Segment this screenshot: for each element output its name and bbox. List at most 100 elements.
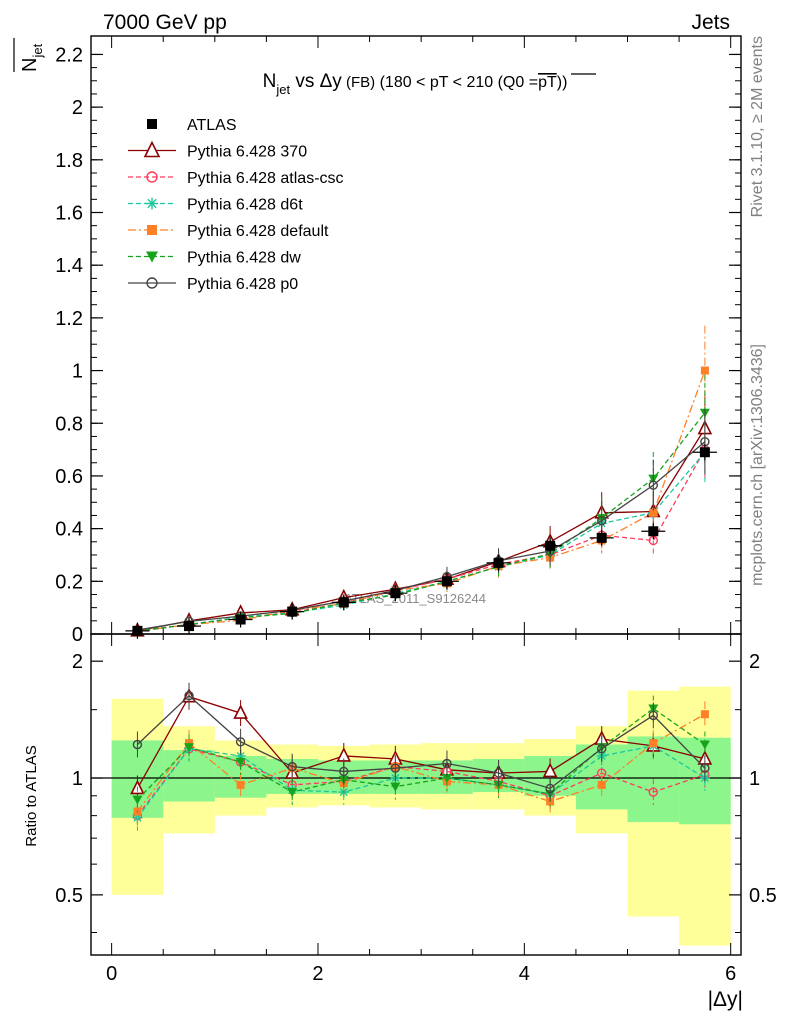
ratio-y-tick-label-right: 1 — [749, 768, 760, 790]
point-atlas — [338, 597, 349, 608]
ratio-point-p0 — [390, 763, 401, 773]
point-atlas — [699, 447, 710, 458]
ratio-point-default — [700, 710, 709, 719]
point-atlas — [235, 614, 246, 625]
ratio-point-dw — [184, 743, 195, 753]
legend-entry-atlas: ATLAS — [147, 117, 237, 134]
ratio-point-dw — [699, 740, 710, 750]
point-default — [700, 366, 709, 375]
rivet-version-label: Rivet 3.1.10, ≥ 2M events — [749, 36, 766, 217]
legend-marker-atlas_csc — [146, 171, 158, 183]
main-y-tick-label: 0.4 — [55, 519, 83, 541]
ratio-point-p0 — [184, 690, 194, 701]
main-plot-area: 0 0.2 0.4 0.6 0.8 1 1.2 1.4 1.6 1.8 2 2.2 ATLAS Pythi… — [55, 35, 742, 646]
point-atlas — [184, 621, 195, 632]
header-energy-label: 7000 GeV pp — [103, 11, 227, 34]
ratio-point-atlas_csc — [648, 787, 659, 797]
ratio-point-dw — [441, 774, 452, 784]
ratio-point-p0 — [648, 710, 659, 721]
point-atlas — [132, 625, 143, 636]
legend-label-p370: Pythia 6.428 370 — [187, 144, 307, 161]
ratio-point-p0 — [597, 744, 607, 754]
legend-entry-p370: Pythia 6.428 370 — [128, 140, 307, 161]
main-y-tick-label: 0.6 — [55, 466, 83, 488]
legend-entry-p0: Pythia 6.428 p0 — [128, 276, 298, 293]
point-atlas — [648, 526, 659, 537]
ratio-line-d6t — [136, 745, 706, 819]
series-line-p0 — [137, 441, 706, 631]
point-atlas — [545, 540, 556, 551]
main-y-tick-label: 0 — [72, 624, 83, 646]
svg-text:Njet: Njet — [19, 43, 45, 72]
x-tick-label: 4 — [519, 963, 530, 985]
header-jets-label: Jets — [691, 11, 730, 34]
ratio-plot-frame — [90, 633, 742, 956]
legend-label-atlas: ATLAS — [187, 117, 237, 134]
ratio-point-p370 — [233, 704, 248, 719]
point-default — [649, 508, 658, 517]
ratio-point-p0 — [132, 739, 143, 750]
ratio-point-p0 — [700, 763, 710, 773]
x-axis-label: |Δy| — [708, 988, 743, 1011]
point-atlas — [287, 606, 298, 617]
x-tick-label: 0 — [106, 963, 117, 985]
legend-label-p0: Pythia 6.428 p0 — [187, 276, 298, 293]
x-tick-label: 6 — [725, 963, 736, 985]
legend-entry-default: Pythia 6.428 default — [128, 223, 329, 240]
main-y-tick-label: 1.8 — [55, 150, 83, 172]
point-p0 — [597, 516, 607, 526]
main-y-tick-label: 2 — [72, 97, 83, 119]
legend-marker-d6t — [146, 197, 158, 210]
series-line-d6t — [137, 451, 706, 633]
legend-marker-atlas — [147, 119, 157, 129]
legend-entry-d6t: Pythia 6.428 d6t — [128, 197, 303, 214]
point-atlas — [441, 576, 452, 587]
legend-entry-atlas_csc: Pythia 6.428 atlas-csc — [128, 170, 344, 187]
ratio-point-p0 — [493, 768, 504, 778]
ratio-line-p0 — [136, 694, 706, 790]
main-y-tick-label: 0.8 — [55, 413, 83, 435]
ratio-y-axis-label: Ratio to ATLAS — [23, 745, 40, 846]
ratio-point-dw — [390, 782, 401, 792]
main-y-tick-label: 0.2 — [55, 571, 83, 593]
ratio-line-atlas_csc — [136, 747, 706, 817]
ratio-point-dw — [235, 757, 246, 767]
legend-marker-p370 — [143, 140, 161, 158]
ratio-y-tick-label: 2 — [72, 651, 83, 673]
ratio-y-tick-label: 1 — [72, 768, 83, 790]
main-y-tick-label: 2.2 — [55, 44, 83, 66]
legend-marker-default — [147, 225, 157, 235]
ratio-line-dw — [136, 707, 706, 801]
main-plot-title: Njet vs Δy (FB) (180 < pT < 210 (Q0 =pT)… — [263, 71, 568, 97]
ratio-point-default — [649, 739, 658, 748]
mcplots-source-label: mcplots.cern.ch [arXiv:1306.3436] — [749, 344, 766, 586]
ratio-point-p0 — [287, 761, 297, 772]
legend-label-dw: Pythia 6.428 dw — [187, 250, 301, 267]
ratio-point-dw — [132, 795, 143, 805]
point-p0 — [648, 480, 659, 490]
ratio-point-p0 — [442, 758, 452, 769]
legend-label-d6t: Pythia 6.428 d6t — [187, 197, 303, 214]
point-atlas — [390, 588, 401, 599]
ratio-plot-area: 0.5 0.5 1 1 2 2 0 2 4 6 — [55, 633, 777, 985]
legend-entry-dw: Pythia 6.428 dw — [128, 250, 301, 267]
series-line-default — [137, 370, 706, 633]
main-y-tick-label: 1.2 — [55, 308, 83, 330]
legend-label-default: Pythia 6.428 default — [187, 223, 329, 240]
ratio-line-default — [136, 713, 706, 812]
main-y-tick-label: 1.4 — [55, 255, 83, 277]
main-y-axis-label: Njet — [19, 43, 45, 72]
ratio-point-p0 — [339, 766, 349, 777]
point-atlas — [493, 557, 504, 568]
ratio-point-p0 — [545, 783, 555, 794]
legend-label-atlas_csc: Pythia 6.428 atlas-csc — [187, 170, 344, 187]
ratio-y-tick-label-right: 0.5 — [749, 885, 777, 907]
x-tick-label: 2 — [312, 963, 323, 985]
main-y-tick-label: 1 — [72, 361, 83, 383]
ratio-point-p0 — [235, 737, 246, 747]
legend-marker-dw — [146, 251, 158, 263]
ratio-point-default — [236, 780, 245, 789]
legend-marker-p0 — [146, 277, 158, 289]
main-y-tick-label: 1.6 — [55, 203, 83, 225]
